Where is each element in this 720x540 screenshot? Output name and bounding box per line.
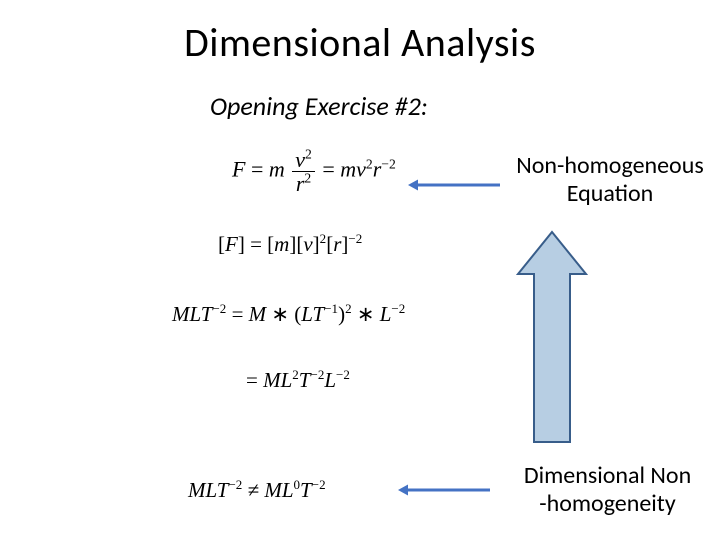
big-up-arrow (0, 0, 720, 540)
